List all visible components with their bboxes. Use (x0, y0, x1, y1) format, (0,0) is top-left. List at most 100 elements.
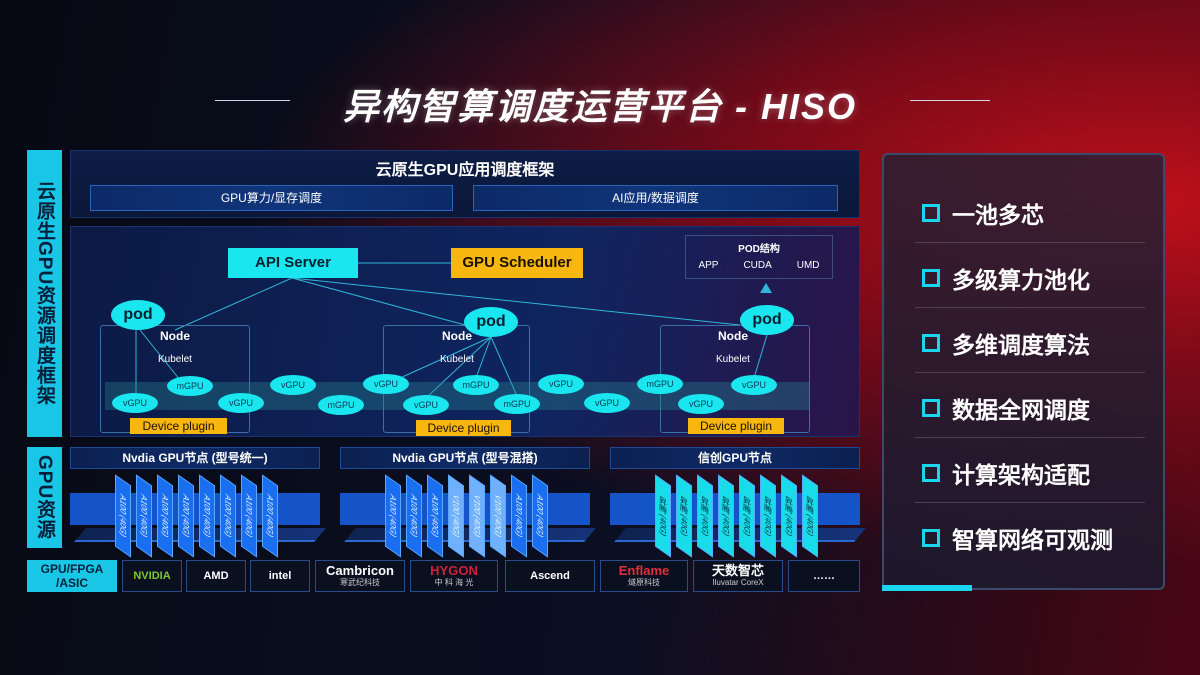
gpu-card: 昇腾 (40G) (760, 474, 776, 558)
divider (915, 372, 1145, 373)
gpu-card: A100 (40G) (220, 474, 236, 558)
vendor-name: Enflame (618, 563, 670, 579)
vendor-sub: Iluvatar CoreX (712, 577, 764, 587)
pod-ellipse: pod (464, 307, 518, 337)
pod-item: APP (698, 260, 719, 271)
gpu-ellipse: vGPU (112, 393, 158, 413)
gpu-card: 昇腾 (40G) (802, 474, 818, 558)
gpu-card: A100 (40G) (262, 474, 278, 558)
gpu-ellipse: vGPU (584, 393, 630, 413)
checkbox-icon (922, 399, 940, 417)
resources-side-label: GPU资源 (27, 447, 62, 548)
pod-structure-title: POD结构 (738, 244, 780, 255)
vendor-logo: Ascend (505, 560, 595, 592)
gpu-card: A100 (40G) (511, 474, 527, 558)
gpu-card: A100 (40G) (199, 474, 215, 558)
checkbox-icon (922, 204, 940, 222)
vendor-logo: HYGON 中 科 海 光 (410, 560, 498, 592)
gpu-ellipse: vGPU (403, 395, 449, 415)
feature-label: 一池多芯 (952, 202, 1044, 228)
vendor-sub: 中 科 海 光 (434, 577, 474, 587)
feature-item: 多级算力池化 (922, 261, 1090, 295)
gpu-card: 昇腾 (40G) (781, 474, 797, 558)
vendor-name: Cambricon (326, 563, 394, 579)
vendor-logo: Enflame 燧原科技 (600, 560, 688, 592)
gpu-node-header: Nvdia GPU节点 (型号混搭) (340, 447, 590, 469)
framework-title: 云原生GPU应用调度框架 (375, 162, 555, 179)
arrow-up-icon (760, 283, 772, 293)
divider (915, 502, 1145, 503)
gpu-ellipse: vGPU (678, 394, 724, 414)
gpu-node-header: Nvdia GPU节点 (型号统一) (70, 447, 320, 469)
gpu-card: V100 (40G) (448, 474, 464, 558)
vendor-name: …… (813, 569, 835, 582)
feature-label: 多维调度算法 (952, 332, 1090, 358)
vendor-sub: 燧原科技 (628, 577, 660, 587)
gpu-card: A100 (40G) (115, 474, 131, 558)
gpu-card: A100 (40G) (157, 474, 173, 558)
gpu-ellipse: vGPU (218, 393, 264, 413)
vendor-name: HYGON (430, 563, 478, 579)
api-server-box: API Server (228, 248, 358, 278)
gpu-card: A100 (40G) (406, 474, 422, 558)
divider (915, 437, 1145, 438)
pod-ellipse: pod (111, 300, 165, 330)
panel-accent (882, 585, 972, 591)
vendor-logo: …… (788, 560, 860, 592)
pod-item: CUDA (743, 260, 772, 271)
features-panel (882, 153, 1165, 590)
feature-label: 计算架构适配 (952, 462, 1090, 488)
gpu-ellipse: vGPU (538, 374, 584, 394)
gpu-card: A100 (40G) (385, 474, 401, 558)
gpu-ellipse: mGPU (637, 374, 683, 394)
node-label: Node (160, 329, 190, 343)
title-decoration-left (215, 100, 290, 101)
framework-side-label: 云原生GPU资源调度框架 (27, 150, 62, 437)
gpu-card: 昇腾 (40G) (697, 474, 713, 558)
gpu-ellipse: vGPU (270, 375, 316, 395)
kubelet-label: Kubelet (440, 354, 474, 365)
gpu-ellipse: mGPU (453, 375, 499, 395)
sub-bar-ai: AI应用/数据调度 (473, 185, 838, 211)
feature-label: 数据全网调度 (952, 397, 1090, 423)
device-plugin-box: Device plugin (688, 418, 784, 434)
vendor-logo: NVIDIA (122, 560, 182, 592)
vendor-name: AMD (203, 569, 229, 582)
gpu-card: V100 (40G) (490, 474, 506, 558)
pod-ellipse: pod (740, 305, 794, 335)
divider (915, 307, 1145, 308)
device-plugin-box: Device plugin (416, 420, 511, 436)
gpu-scheduler-box: GPU Scheduler (451, 248, 583, 278)
gpu-node-band (340, 493, 590, 525)
gpu-card: A100 (40G) (427, 474, 443, 558)
gpu-node-band (70, 493, 320, 525)
kubelet-label: Kubelet (158, 354, 192, 365)
vendor-logo: intel (250, 560, 310, 592)
gpu-node-band (610, 493, 860, 525)
pod-item: UMD (796, 260, 820, 271)
page-title: 异构智算调度运营平台 - HISO (342, 86, 857, 127)
gpu-node-header: 信创GPU节点 (610, 447, 860, 469)
device-plugin-box: Device plugin (130, 418, 227, 434)
vendor-name: 天数智芯 (711, 563, 764, 579)
gpu-ellipse: vGPU (363, 374, 409, 394)
node-label: Node (442, 329, 472, 343)
gpu-card: 昇腾 (40G) (676, 474, 692, 558)
feature-item: 计算架构适配 (922, 456, 1090, 490)
sub-bar-gpu: GPU算力/显存调度 (90, 185, 453, 211)
checkbox-icon (922, 334, 940, 352)
feature-item: 数据全网调度 (922, 391, 1090, 425)
feature-label: 多级算力池化 (952, 267, 1090, 293)
divider (915, 242, 1145, 243)
vendor-logo: 天数智芯 Iluvatar CoreX (693, 560, 783, 592)
kubelet-label: Kubelet (716, 354, 750, 365)
node-label: Node (718, 329, 748, 343)
gpu-card: 昇腾 (40G) (718, 474, 734, 558)
checkbox-icon (922, 269, 940, 287)
gpu-card: A100 (40G) (178, 474, 194, 558)
vendor-name: Ascend (530, 569, 570, 582)
vendor-logo: Cambricon 寒武纪科技 (315, 560, 405, 592)
feature-item: 多维调度算法 (922, 326, 1090, 360)
pod-structure-box: POD结构 APP CUDA UMD (685, 235, 833, 279)
